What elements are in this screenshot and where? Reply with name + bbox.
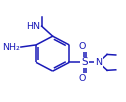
Text: S: S <box>81 57 88 67</box>
Text: NH₂: NH₂ <box>2 43 20 52</box>
Text: O: O <box>79 42 86 51</box>
Text: HN: HN <box>26 22 40 31</box>
Text: O: O <box>79 74 86 83</box>
Text: N: N <box>95 58 102 67</box>
